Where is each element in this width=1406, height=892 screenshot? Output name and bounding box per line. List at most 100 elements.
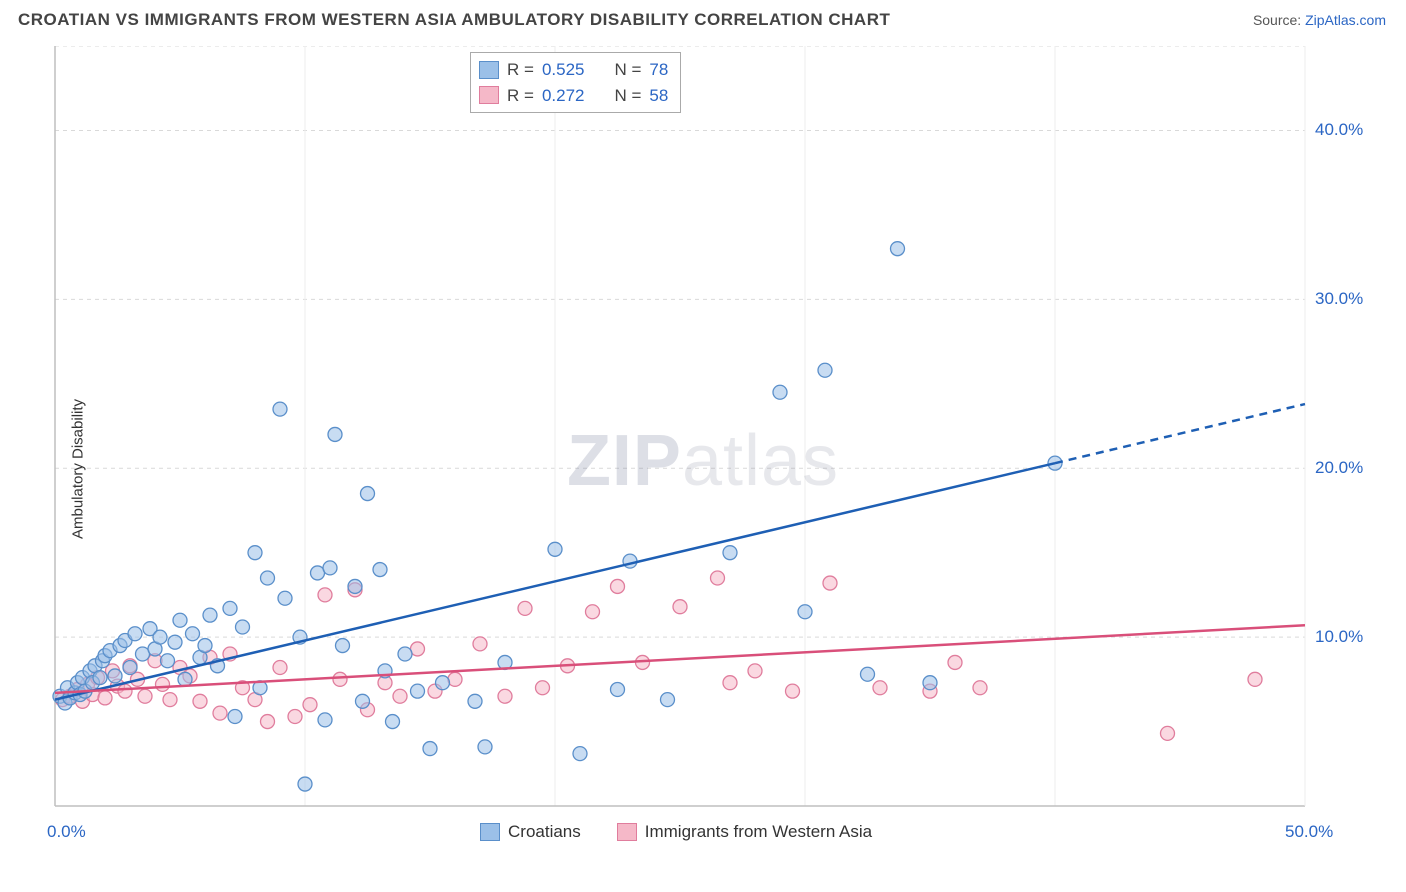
data-point [161,654,175,668]
data-point [723,676,737,690]
legend-row: R = 0.272 N = 58 [479,83,668,109]
data-point [473,637,487,651]
data-point [586,605,600,619]
data-point [861,667,875,681]
data-point [973,681,987,695]
legend-n-value: 78 [649,57,668,83]
data-point [98,691,112,705]
data-point [318,588,332,602]
data-point [386,715,400,729]
data-point [411,684,425,698]
legend-r-value: 0.272 [542,83,585,109]
data-point [261,571,275,585]
data-point [673,600,687,614]
data-point [93,671,107,685]
data-point [786,684,800,698]
legend-n-label: N = [614,83,641,109]
y-tick-label: 30.0% [1315,289,1355,309]
data-point [298,777,312,791]
data-point [891,242,905,256]
legend-r-label: R = [507,83,534,109]
legend-swatch [617,823,637,841]
data-point [118,684,132,698]
data-point [361,487,375,501]
data-point [373,563,387,577]
data-point [661,693,675,707]
data-point [203,608,217,622]
data-point [398,647,412,661]
legend-n-value: 58 [649,83,668,109]
legend-r-label: R = [507,57,534,83]
y-tick-label: 10.0% [1315,627,1355,647]
legend-item: Croatians [480,822,581,842]
y-tick-label: 20.0% [1315,458,1355,478]
chart-container: Ambulatory Disability ZIPatlas R =0.525N… [0,46,1406,892]
legend-n-label: N = [614,57,641,83]
data-point [711,571,725,585]
data-point [773,385,787,399]
data-point [156,677,170,691]
data-point [123,661,137,675]
data-point [948,655,962,669]
data-point [348,579,362,593]
data-point [1248,672,1262,686]
legend-label: Croatians [508,822,581,842]
data-point [178,672,192,686]
data-point [823,576,837,590]
data-point [498,689,512,703]
x-tick-label: 50.0% [1285,822,1333,842]
legend-label: Immigrants from Western Asia [645,822,872,842]
series-legend: Croatians Immigrants from Western Asia [480,822,872,842]
data-point [186,627,200,641]
data-point [323,561,337,575]
data-point [393,689,407,703]
data-point [138,689,152,703]
data-point [611,579,625,593]
legend-r-value: 0.525 [542,57,585,83]
data-point [448,672,462,686]
data-point [873,681,887,695]
chart-title: CROATIAN VS IMMIGRANTS FROM WESTERN ASIA… [18,10,890,30]
data-point [336,639,350,653]
data-point [436,676,450,690]
data-point [228,709,242,723]
data-point [128,627,142,641]
legend-row: R = 0.525 N = 78 [479,57,668,83]
source-attribution: Source: ZipAtlas.com [1253,12,1386,28]
x-tick-label: 0.0% [47,822,86,842]
source-label: Source: [1253,12,1301,28]
trend-line [55,625,1305,693]
data-point [108,669,122,683]
legend-swatch [480,823,500,841]
data-point [423,742,437,756]
data-point [168,635,182,649]
source-link[interactable]: ZipAtlas.com [1305,12,1386,28]
data-point [468,694,482,708]
data-point [478,740,492,754]
data-point [173,613,187,627]
data-point [318,713,332,727]
data-point [303,698,317,712]
data-point [356,694,370,708]
data-point [573,747,587,761]
y-axis-label: Ambulatory Disability [70,399,87,539]
data-point [333,672,347,686]
legend-swatch [479,61,499,79]
data-point [153,630,167,644]
legend-item: Immigrants from Western Asia [617,822,872,842]
data-point [198,639,212,653]
data-point [193,694,207,708]
data-point [273,402,287,416]
data-point [548,542,562,556]
data-point [611,682,625,696]
legend-swatch [479,86,499,104]
data-point [248,546,262,560]
y-tick-label: 40.0% [1315,120,1355,140]
data-point [328,427,342,441]
data-point [288,709,302,723]
data-point [261,715,275,729]
data-point [748,664,762,678]
trend-line-extrapolated [1055,404,1305,463]
data-point [163,693,177,707]
data-point [213,706,227,720]
